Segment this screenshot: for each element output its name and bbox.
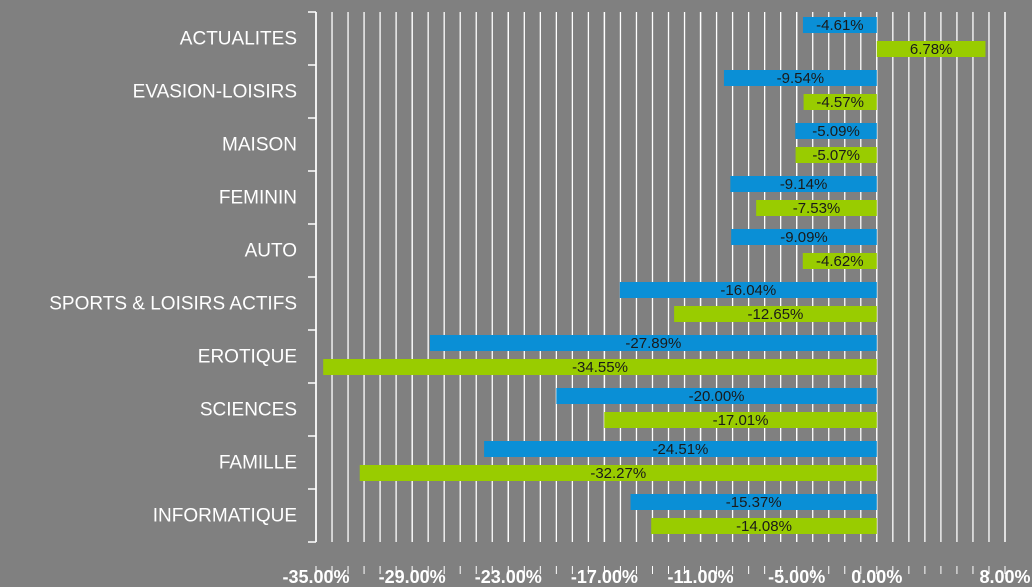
x-tick-label: -23.00% (475, 567, 542, 587)
value-label: -9.09% (780, 229, 828, 246)
value-label: 6.78% (910, 41, 953, 58)
bar (803, 94, 877, 110)
bar (484, 441, 877, 457)
value-label: -14.08% (736, 518, 792, 535)
bar (876, 41, 986, 57)
value-label: -5.07% (812, 147, 860, 164)
x-tick-label: -35.00% (282, 567, 349, 587)
value-label: -7.53% (793, 200, 841, 217)
category-label: INFORMATIQUE (153, 506, 297, 527)
bar (795, 147, 877, 163)
category-label: EROTIQUE (198, 347, 297, 368)
bar (429, 335, 877, 351)
bar (802, 253, 877, 269)
x-tick-label: 8.00% (979, 567, 1030, 587)
category-label: ACTUALITES (180, 29, 297, 50)
bar (802, 17, 877, 33)
x-tick-label: 0.00% (851, 567, 902, 587)
bar (630, 494, 877, 510)
value-label: -17.01% (713, 412, 769, 429)
bar (795, 123, 877, 139)
category-label: AUTO (245, 241, 297, 262)
category-label: FEMININ (219, 188, 297, 209)
bar (731, 229, 877, 245)
bar (730, 176, 877, 192)
value-label: -32.27% (590, 465, 646, 482)
x-tick-label: -11.00% (668, 567, 734, 587)
x-tick-label: -5.00% (768, 567, 825, 587)
category-label: SPORTS & LOISIRS ACTIFS (49, 294, 297, 315)
bar (651, 518, 877, 534)
value-label: -27.89% (625, 335, 681, 352)
bar (323, 359, 877, 375)
bar (359, 465, 877, 481)
value-label: -34.55% (572, 359, 628, 376)
x-tick-label: -29.00% (379, 567, 446, 587)
bar (756, 200, 877, 216)
category-label: SCIENCES (200, 400, 297, 421)
category-label: FAMILLE (219, 453, 297, 474)
value-label: -15.37% (726, 494, 782, 511)
value-label: -4.61% (816, 17, 864, 34)
x-tick-label: -17.00% (571, 567, 638, 587)
value-label: -24.51% (653, 441, 709, 458)
value-label: -5.09% (812, 123, 860, 140)
bar (604, 412, 877, 428)
bar (556, 388, 877, 404)
category-label: MAISON (222, 135, 297, 156)
value-label: -4.57% (816, 94, 864, 111)
value-label: -16.04% (720, 282, 776, 299)
value-label: -20.00% (689, 388, 745, 405)
category-label: EVASION-LOISIRS (133, 82, 297, 103)
bar (723, 70, 877, 86)
value-label: -4.62% (816, 253, 864, 270)
bar (674, 306, 877, 322)
value-label: -12.65% (748, 306, 804, 323)
bar (619, 282, 877, 298)
value-label: -9.14% (780, 176, 828, 193)
value-label: -9.54% (777, 70, 825, 87)
